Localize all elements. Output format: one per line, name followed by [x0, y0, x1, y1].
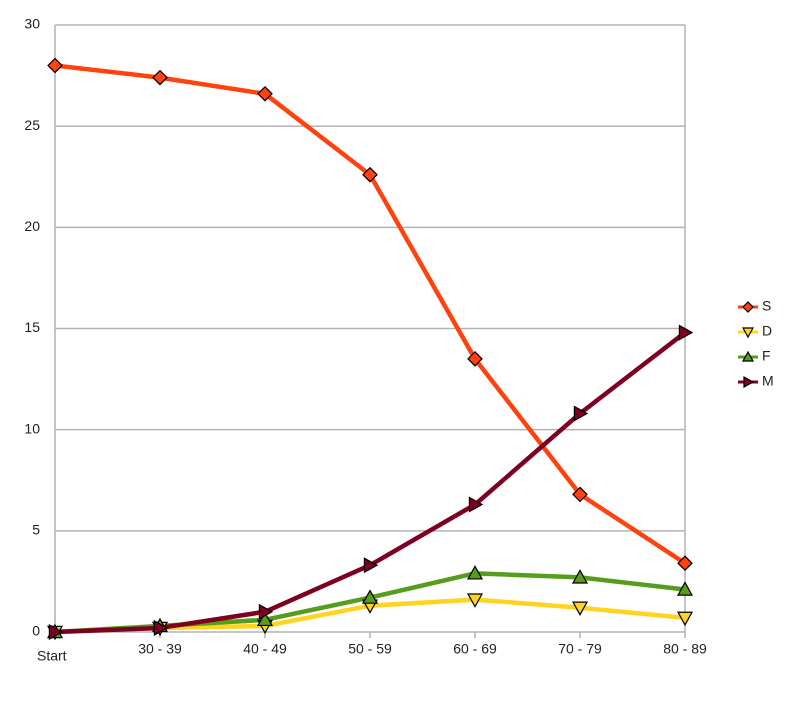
data-point — [571, 569, 589, 584]
data-point — [363, 557, 379, 574]
data-point — [361, 589, 379, 604]
series-line — [54, 63, 687, 566]
data-point — [466, 565, 484, 580]
data-point — [152, 69, 168, 86]
data-point — [676, 611, 694, 627]
data-point — [466, 593, 484, 608]
data-point — [468, 496, 484, 513]
legend-label: S — [762, 298, 771, 314]
data-point — [571, 601, 589, 616]
legend-label: F — [762, 348, 771, 364]
x-tick-label: 40 - 49 — [243, 641, 287, 657]
legend-label: M — [762, 373, 774, 389]
legend-marker — [743, 375, 755, 389]
legend-marker — [741, 327, 755, 339]
data-point — [48, 623, 64, 641]
y-tick-label: 30 — [24, 16, 40, 32]
data-point — [153, 619, 169, 636]
y-tick-label: 25 — [24, 117, 40, 133]
y-tick-label: 10 — [24, 420, 40, 436]
data-point — [572, 486, 588, 503]
legend-label: D — [762, 323, 772, 339]
data-point — [573, 405, 589, 422]
x-tick-label: 80 - 89 — [663, 641, 707, 657]
x-tick-label: Start — [37, 648, 67, 664]
x-tick-label: 30 - 39 — [138, 641, 182, 657]
x-tick-label: 60 - 69 — [453, 641, 497, 657]
data-point — [256, 611, 274, 627]
y-tick-label: 5 — [32, 522, 40, 538]
y-tick-label: 20 — [24, 218, 40, 234]
data-point — [258, 603, 274, 620]
data-point — [257, 85, 273, 102]
legend-marker — [741, 350, 755, 362]
data-point — [362, 166, 378, 183]
x-tick-label: 70 - 79 — [558, 641, 602, 657]
data-point — [677, 555, 693, 572]
y-tick-label: 0 — [32, 623, 40, 639]
data-point — [467, 351, 483, 367]
series-line — [54, 330, 687, 635]
x-tick-label: 50 - 59 — [348, 641, 392, 657]
y-tick-label: 15 — [24, 319, 40, 335]
data-point — [47, 57, 63, 74]
data-point — [678, 324, 694, 341]
legend-marker — [742, 301, 754, 313]
data-point — [676, 581, 694, 596]
